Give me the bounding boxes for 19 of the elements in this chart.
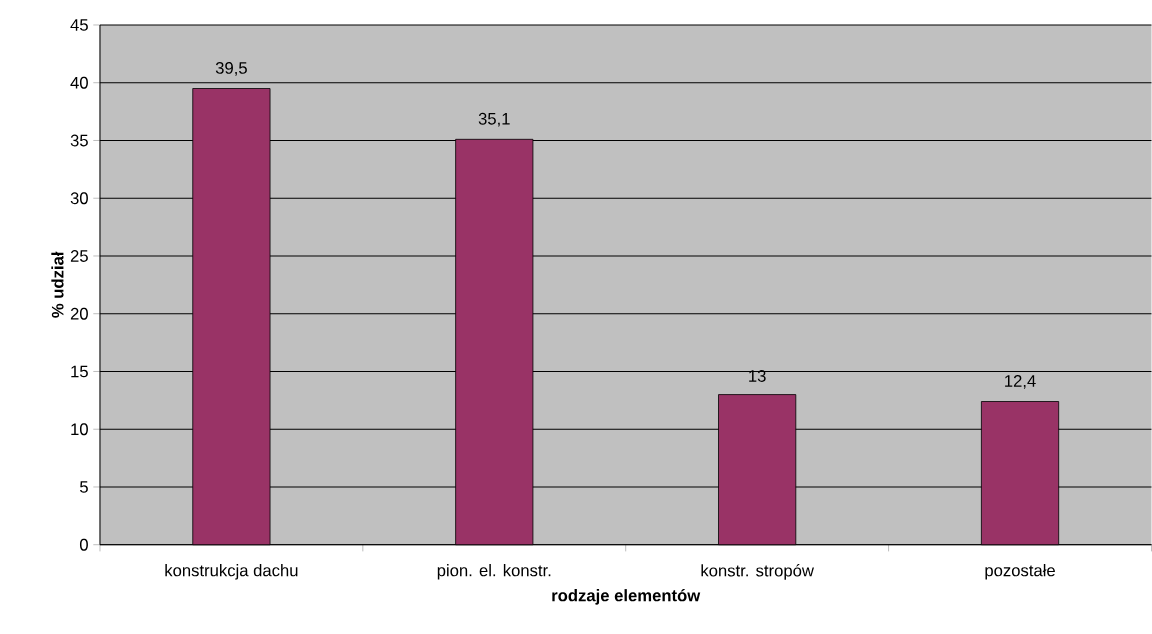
y-tick-label: 35: [70, 134, 88, 147]
data-label: 12,4: [1005, 375, 1036, 389]
data-label: 35,1: [478, 113, 510, 127]
y-tick-label: 25: [70, 250, 88, 263]
x-tick-label: konstrukcja dachu: [165, 564, 298, 580]
x-tick-label: konstr. stropów: [701, 564, 814, 580]
y-tick-label: 45: [70, 19, 88, 31]
x-axis-title: rodzaje elementów: [552, 589, 701, 605]
y-tick-label: 0: [79, 539, 88, 551]
y-axis-title: % udział: [51, 251, 64, 318]
y-tick-label: 40: [70, 77, 88, 89]
x-tick-label: pion. el. konstr.: [437, 564, 551, 580]
data-label: 39,5: [215, 62, 247, 76]
x-tick-label: pozostałe: [985, 564, 1055, 580]
y-tick-label: 20: [70, 308, 88, 320]
y-tick-label: 15: [71, 365, 88, 378]
y-tick-label: 30: [70, 192, 88, 205]
y-tick-label: 5: [80, 481, 88, 493]
y-tick-label: 10: [71, 423, 88, 436]
